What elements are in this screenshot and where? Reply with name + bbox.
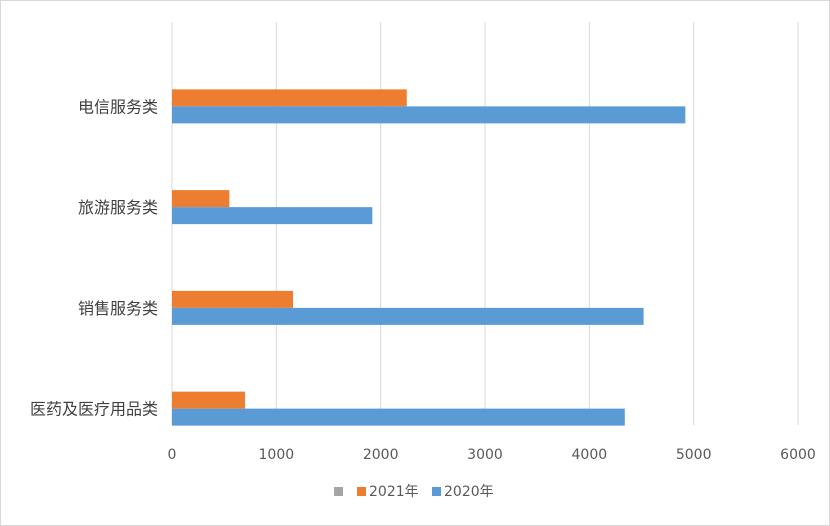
x-tick-label: 2000 [363,447,399,463]
legend-swatch [357,487,366,496]
bar-series-2 [172,408,625,426]
bar-series-1 [172,89,407,107]
x-tick-label: 0 [168,447,177,463]
legend-swatch [334,487,343,496]
bar-series-2 [172,307,644,325]
bar-series-2 [172,106,686,124]
legend-swatch [432,487,441,496]
bar-series-2 [172,207,373,225]
legend-label: 2021年 [369,484,419,500]
bar-series-1 [172,391,246,409]
category-label: 电信服务类 [78,97,158,116]
x-tick-label: 3000 [467,447,503,463]
category-label: 销售服务类 [78,299,158,318]
x-tick-label: 5000 [676,447,712,463]
bar-series-1 [172,290,294,308]
bar-series-1 [172,190,230,208]
x-tick-label: 1000 [259,447,295,463]
category-label: 医药及医疗用品类 [30,400,158,419]
x-tick-label: 4000 [572,447,608,463]
category-label: 旅游服务类 [78,198,158,217]
legend-label: 2020年 [444,484,494,500]
x-tick-label: 6000 [780,447,816,463]
